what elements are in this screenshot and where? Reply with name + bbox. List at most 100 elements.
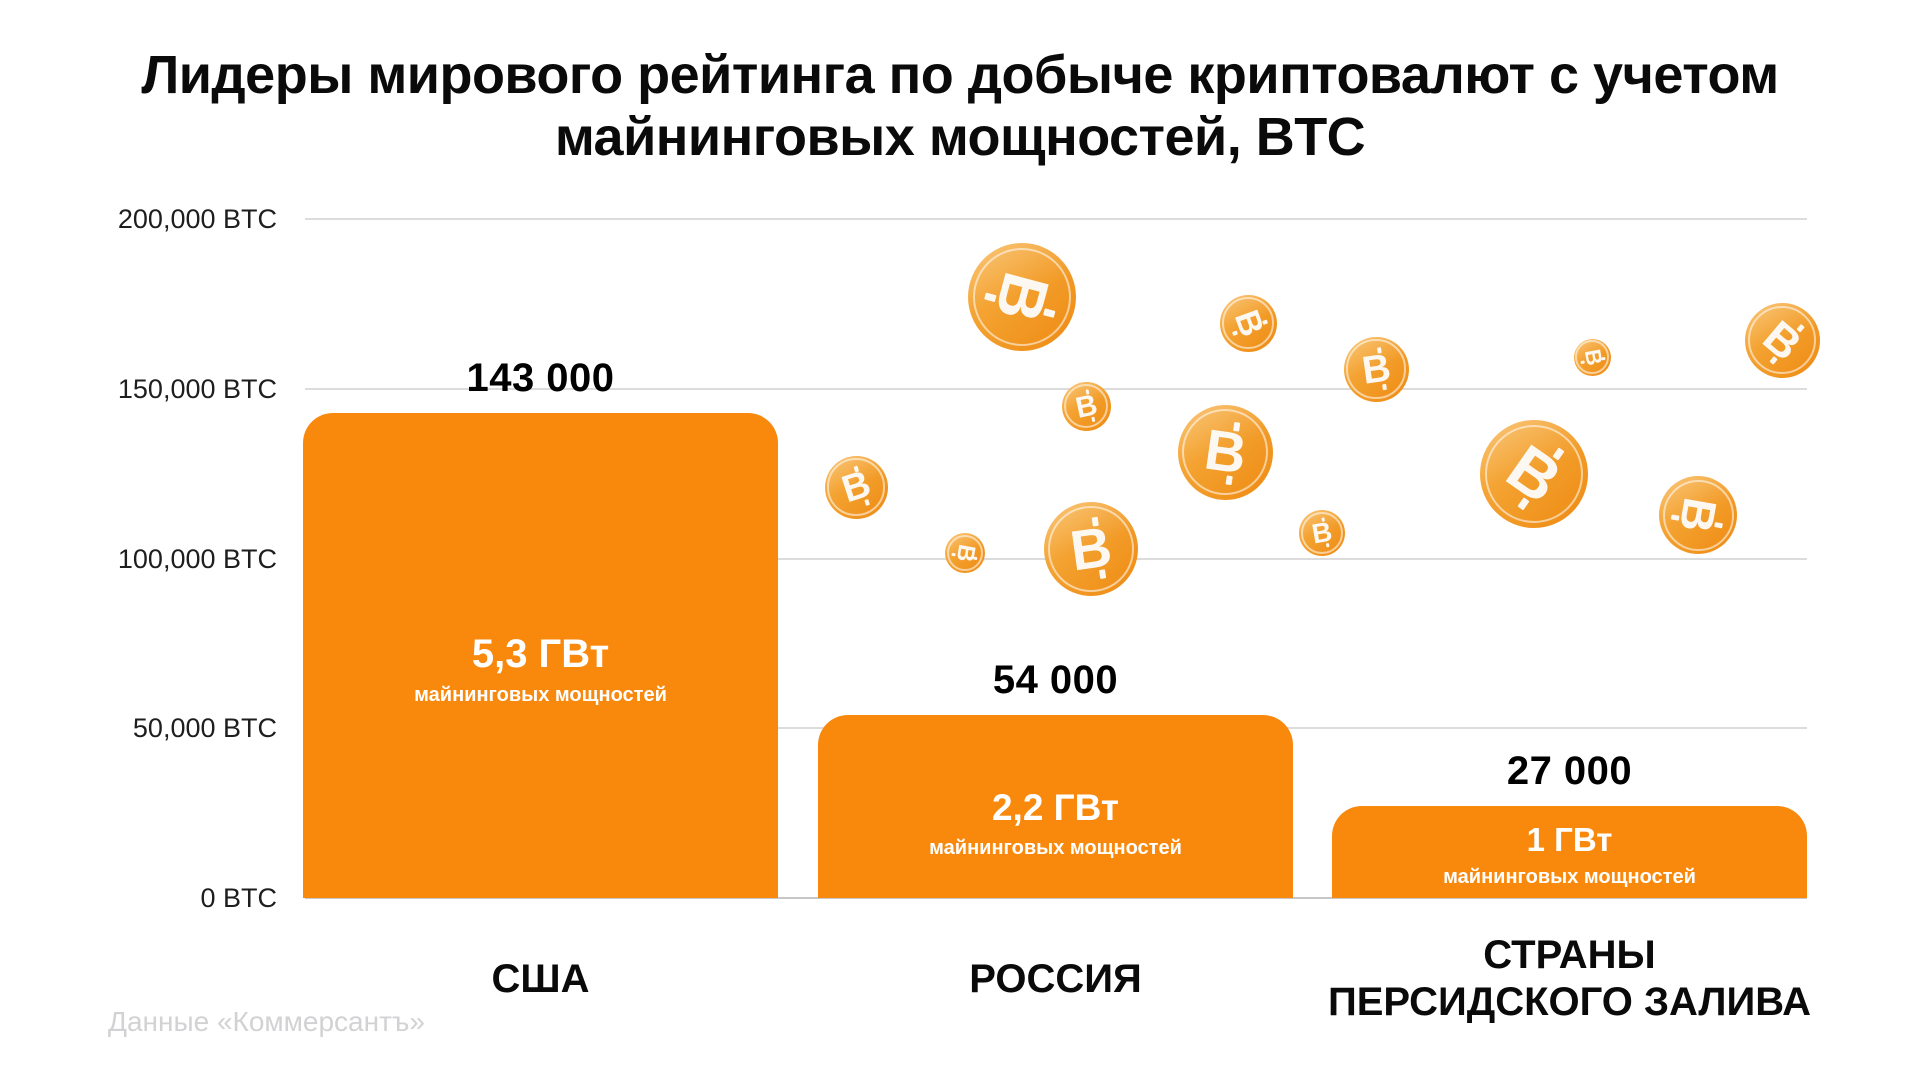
bitcoin-b-letter: B	[1494, 429, 1575, 517]
bitcoin-b-stem-bottom	[951, 552, 956, 556]
coin-ring	[946, 534, 984, 572]
bitcoin-b-stem-bottom	[1517, 497, 1530, 511]
bar-power-label: 5,3 ГВт	[471, 631, 610, 676]
gridline	[305, 897, 1807, 899]
bar: 1 ГВт майнинговых мощностей	[1332, 806, 1807, 898]
bitcoin-b-letter: B	[1200, 416, 1250, 487]
coin-ring	[972, 247, 1072, 347]
coin-ring	[1662, 479, 1734, 551]
bar-power-label: 1 ГВт	[1526, 821, 1613, 859]
bitcoin-b-stem-top	[1232, 421, 1241, 432]
bitcoin-coin: B	[945, 533, 985, 573]
bar-caption-label: майнинговых мощностей	[929, 836, 1182, 859]
category-label-line: РОССИЯ	[969, 956, 1142, 1001]
bitcoin-coin: B	[1480, 420, 1588, 528]
bitcoin-b-stem-bottom	[1225, 474, 1233, 485]
bitcoin-b-stem-bottom	[1326, 542, 1330, 548]
coin-ring	[1301, 512, 1343, 554]
bitcoin-b-letter: B	[1072, 387, 1100, 425]
bitcoin-coin: B	[1659, 476, 1737, 554]
bar: 2,2 ГВт майнинговых мощностей	[818, 714, 1293, 898]
bar-power-label: 2,2 ГВт	[991, 787, 1120, 829]
bitcoin-b-stem-top	[1085, 389, 1090, 395]
bitcoin-b-icon: B	[1295, 506, 1348, 559]
bitcoin-b-stem-bottom	[1090, 416, 1095, 422]
bitcoin-coin: B	[1044, 502, 1138, 596]
bitcoin-b-icon: B	[1459, 399, 1609, 549]
category-label-line: США	[491, 956, 590, 1001]
bitcoin-b-stem-bottom	[1768, 355, 1778, 365]
bar-annotation: 1 ГВт майнинговых мощностей	[1332, 806, 1807, 898]
bitcoin-b-stem-top	[1261, 319, 1268, 325]
bitcoin-b-stem-bottom	[984, 292, 997, 303]
category-label-line: СТРАНЫ	[1483, 933, 1656, 977]
y-axis-tick-label: 0 BTC	[200, 883, 277, 913]
y-axis-tick-label: 100,000 BTC	[117, 543, 277, 574]
bitcoin-b-stem-top	[1091, 516, 1099, 527]
bar-caption-label: майнинговых мощностей	[414, 683, 667, 706]
bitcoin-b-icon: B	[1729, 287, 1835, 393]
bar-annotation: 2,2 ГВт майнинговых мощностей	[818, 715, 1293, 898]
bitcoin-b-stem-bottom	[863, 498, 870, 506]
bitcoin-b-letter: B	[836, 461, 876, 511]
bitcoin-b-stem-top	[852, 464, 859, 472]
bar: 5,3 ГВт майнинговых мощностей	[303, 412, 778, 898]
bitcoin-b-stem-bottom	[1580, 360, 1585, 364]
bitcoin-b-icon: B	[1211, 286, 1284, 359]
bitcoin-coin: B	[968, 243, 1076, 351]
bitcoin-coin: B	[824, 455, 888, 519]
bitcoin-b-icon: B	[942, 530, 988, 576]
bitcoin-b-icon: B	[1653, 470, 1743, 560]
category-label-line: ПЕРСИДСКОГО ЗАЛИВА	[1327, 980, 1812, 1024]
bitcoin-b-letter: B	[1753, 310, 1811, 370]
bitcoin-b-stem-top	[1714, 522, 1723, 529]
bitcoin-b-stem-bottom	[1231, 330, 1238, 336]
bitcoin-coin: B	[1343, 336, 1409, 402]
coin-ring	[1575, 340, 1609, 374]
bitcoin-b-icon: B	[1171, 398, 1278, 505]
y-axis-tick-label: 200,000 BTC	[117, 204, 277, 234]
bitcoin-b-icon: B	[1038, 496, 1144, 602]
bar-value-label: 143 000	[466, 355, 615, 400]
bitcoin-coin: B	[1744, 302, 1820, 378]
bitcoin-b-letter: B	[1226, 304, 1271, 342]
bar-value-label: 54 000	[992, 657, 1119, 702]
bitcoin-b-letter: B	[1066, 514, 1116, 583]
bitcoin-b-stem-bottom	[1671, 514, 1680, 521]
chart-title-line-2: майнинговых мощностей, BTC	[554, 107, 1366, 167]
bitcoin-b-stem-top	[973, 556, 978, 560]
bitcoin-b-letter: B	[950, 542, 981, 564]
bitcoin-b-stem-top	[1321, 517, 1326, 522]
bitcoin-b-icon: B	[1057, 377, 1115, 435]
coin-ring	[1484, 424, 1584, 524]
chart-title: Лидеры мирового рейтинга по добыче крипт…	[0, 44, 1920, 168]
bitcoin-coin: B	[1299, 510, 1345, 556]
category-label: СТРАНЫ ПЕРСИДСКОГО ЗАЛИВА	[1328, 932, 1811, 1026]
coin-ring	[1747, 305, 1817, 375]
source-credit: Данные «Коммерсантъ»	[108, 1006, 425, 1037]
y-axis-tick-label: 50,000 BTC	[132, 713, 277, 744]
bitcoin-b-stem-top	[1552, 447, 1565, 461]
bitcoin-coin: B	[1219, 294, 1277, 352]
bitcoin-b-letter: B	[1578, 346, 1607, 367]
bitcoin-b-stem-top	[1043, 308, 1056, 319]
category-label: США	[492, 932, 590, 1026]
gridline	[305, 218, 1807, 220]
y-axis-tick-label: 150,000 BTC	[117, 373, 277, 404]
bitcoin-b-stem-bottom	[1381, 383, 1387, 390]
bitcoin-b-letter: B	[1309, 515, 1335, 550]
bitcoin-b-stem-top	[1796, 323, 1805, 333]
bitcoin-b-letter: B	[1359, 345, 1393, 393]
coin-ring	[827, 458, 885, 516]
bitcoin-b-letter: B	[981, 265, 1065, 330]
bitcoin-b-icon: B	[816, 447, 895, 526]
category-label: РОССИЯ	[969, 932, 1142, 1026]
bitcoin-b-stem-bottom	[1098, 569, 1107, 580]
bar-caption-label: майнинговых мощностей	[1443, 866, 1696, 889]
coin-ring	[1181, 408, 1269, 496]
coin-ring	[1346, 339, 1406, 399]
chart-title-line-1: Лидеры мирового рейтинга по добыче крипт…	[141, 45, 1779, 105]
coin-ring	[1048, 506, 1134, 592]
